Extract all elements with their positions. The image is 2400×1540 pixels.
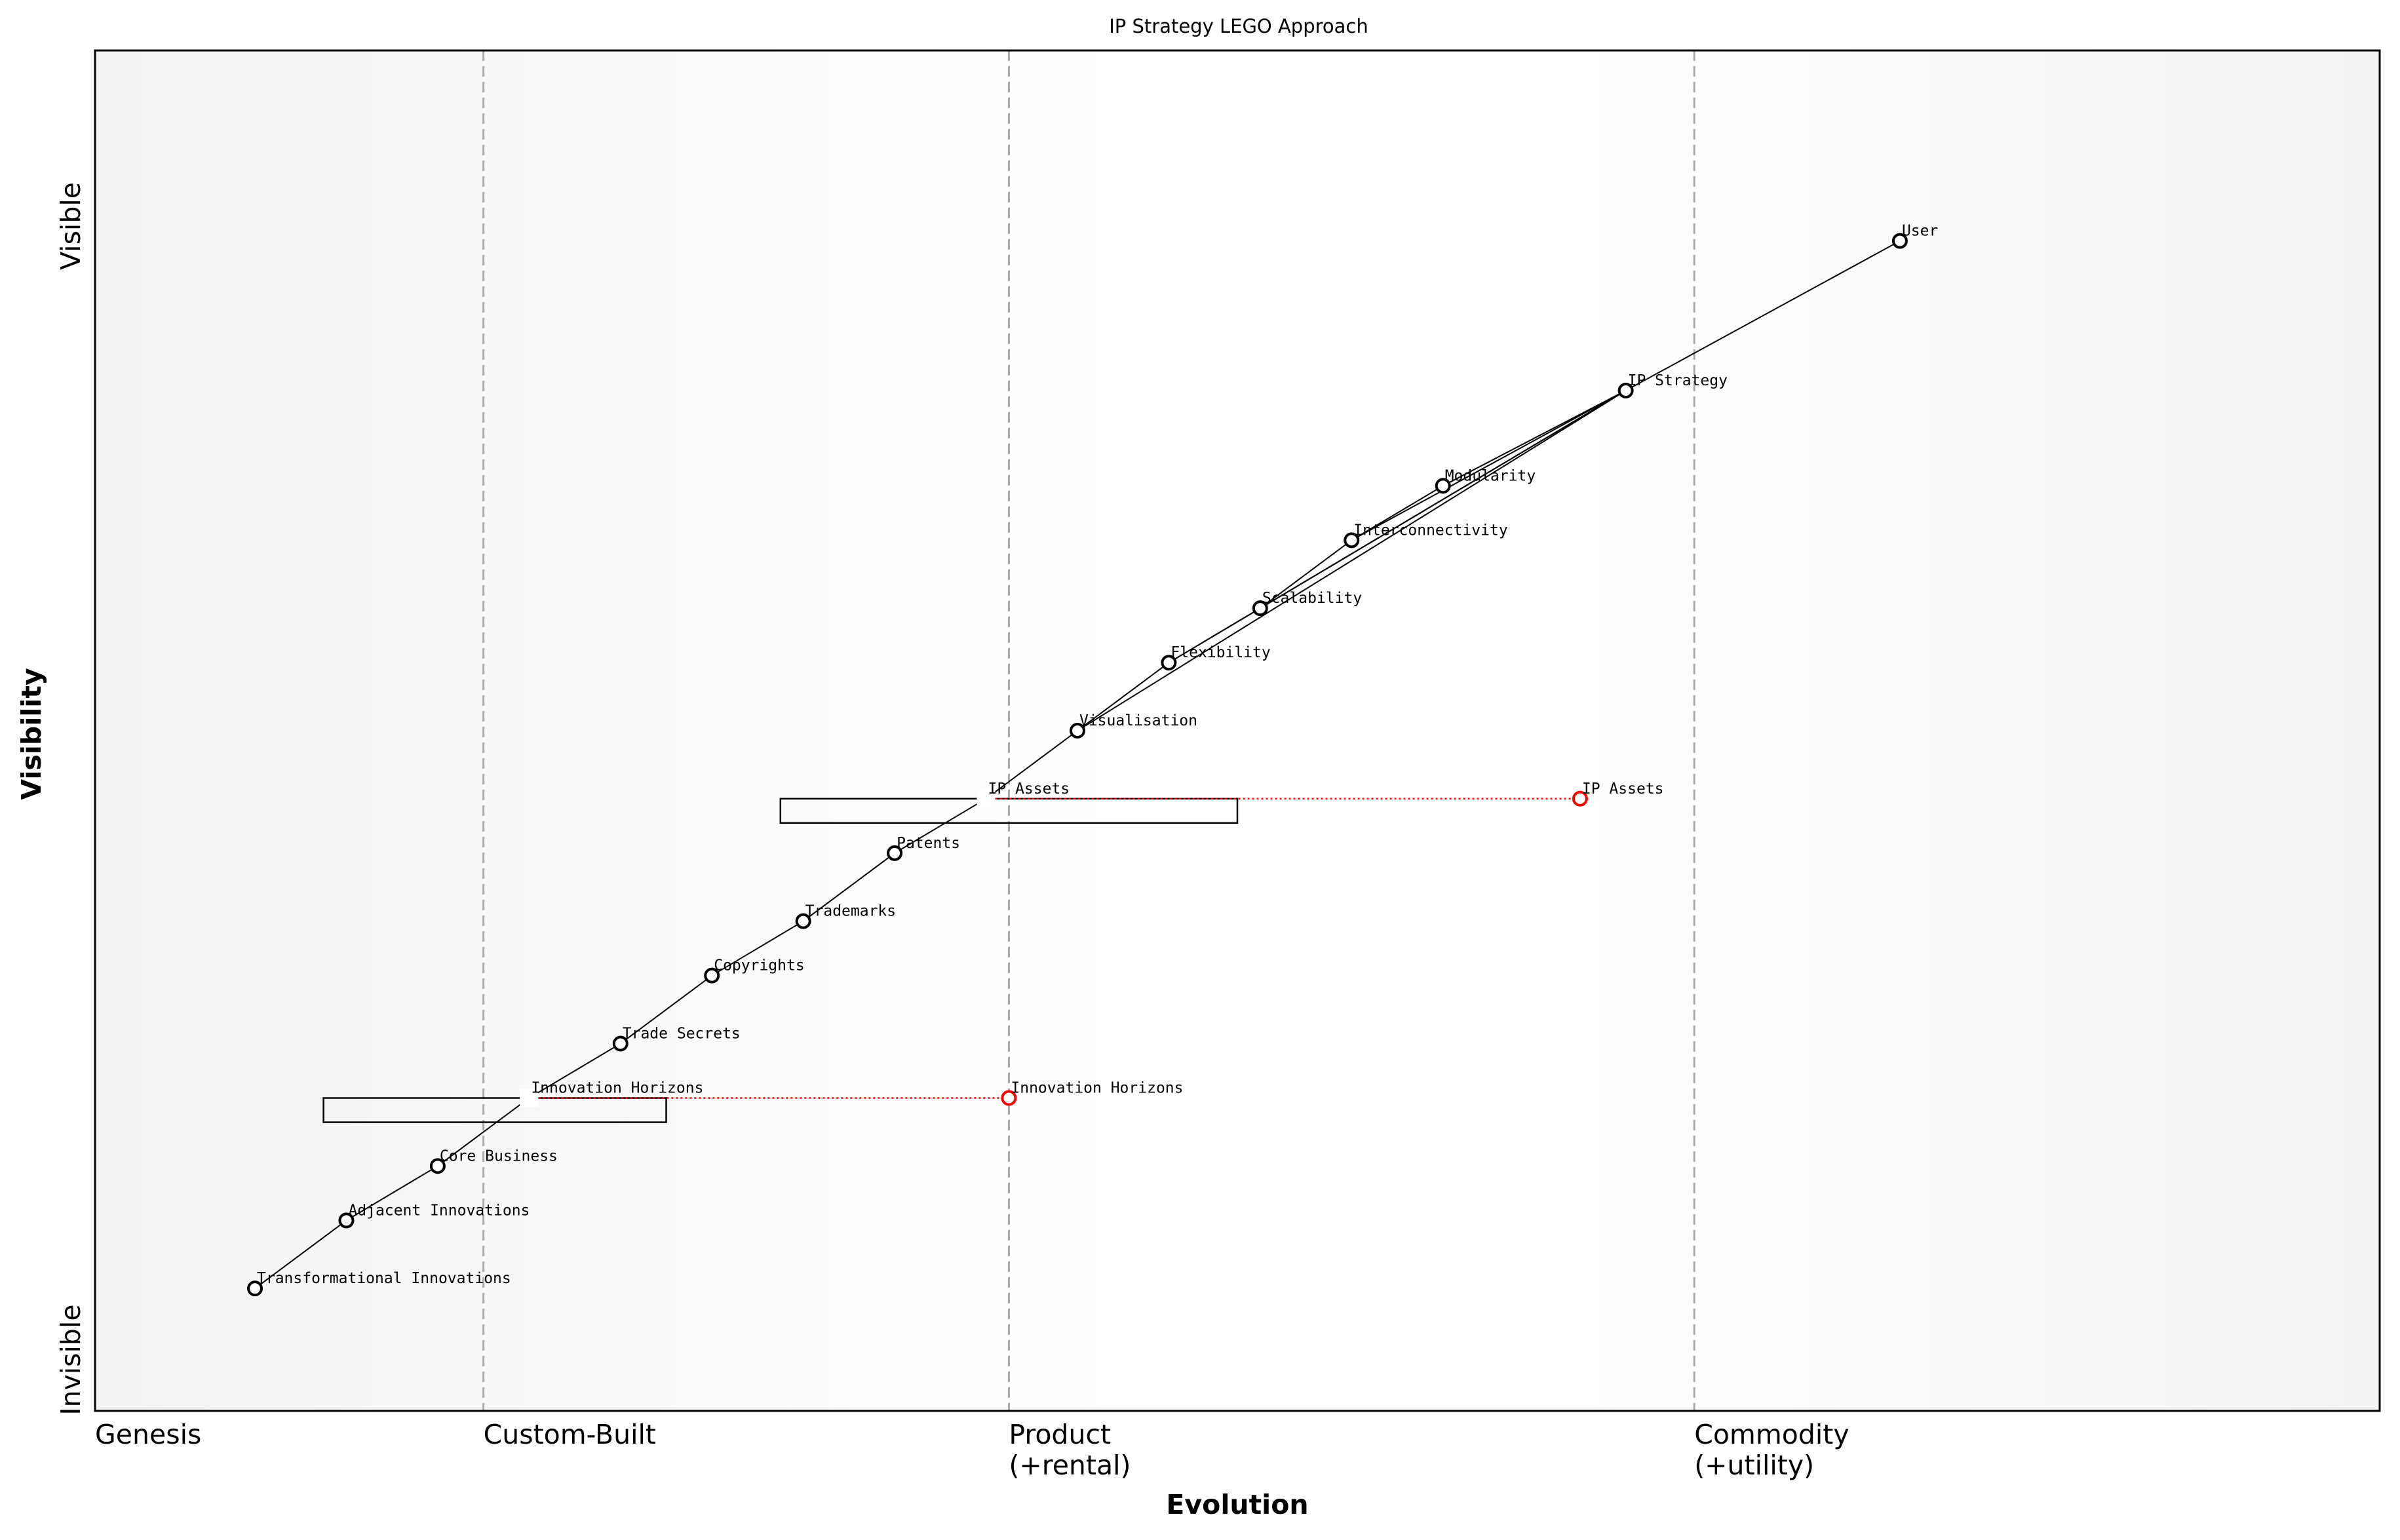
node-interconnectivity <box>1344 532 1360 549</box>
node-user <box>1891 233 1908 249</box>
link-scalability-to-flexibility <box>1168 607 1261 664</box>
node-transformational-innovations <box>247 1280 263 1297</box>
node-patents <box>887 845 903 861</box>
link-core-business-to-adjacent-innovations <box>345 1165 438 1222</box>
node-ip-strategy <box>1617 383 1634 398</box>
x-tick-commodity-utility-: Commodity (+utility) <box>1694 1419 1849 1481</box>
evolved-label-ip-assets: IP Assets <box>1582 780 1664 798</box>
label-visualisation: Visualisation <box>1079 712 1197 729</box>
node-copyrights <box>704 967 720 984</box>
x-tick-product-rental-: Product (+rental) <box>1009 1419 1131 1481</box>
label-scalability: Scalability <box>1262 590 1362 607</box>
chart-title: IP Strategy LEGO Approach <box>1109 15 1368 37</box>
label-trademarks: Trademarks <box>805 903 896 920</box>
pipeline-innovation-horizons <box>322 1097 667 1123</box>
label-ip-assets: IP Assets <box>988 780 1070 798</box>
link-ip-strategy-to-visualisation <box>1077 390 1627 731</box>
link-flexibility-to-visualisation <box>1077 662 1170 731</box>
y-tick-visible: Visible <box>55 182 87 270</box>
link-adjacent-innovations-to-transformational-innovations <box>254 1220 347 1289</box>
x-axis-title: Evolution <box>1166 1489 1308 1520</box>
label-innovation-horizons: Innovation Horizons <box>531 1080 703 1097</box>
plot-frame <box>94 49 2381 1412</box>
link-user-to-ip-strategy <box>1625 240 1901 391</box>
link-interconnectivity-to-scalability <box>1260 539 1352 609</box>
node-trade-secrets <box>612 1035 629 1052</box>
link-patents-to-trademarks <box>803 853 895 922</box>
plot-background <box>95 50 2380 1411</box>
label-adjacent-innovations: Adjacent Innovations <box>348 1202 530 1219</box>
label-trade-secrets: Trade Secrets <box>623 1025 741 1042</box>
y-axis-title: Visibility <box>16 668 47 799</box>
link-ip-strategy-to-modularity <box>1442 390 1627 487</box>
label-interconnectivity: Interconnectivity <box>1353 522 1507 539</box>
x-tick-custom-built: Custom-Built <box>484 1419 656 1450</box>
label-patents: Patents <box>897 835 960 852</box>
node-modularity <box>1435 478 1451 494</box>
pipeline-marker-ip-assets <box>977 789 996 808</box>
label-user: User <box>1902 223 1938 240</box>
link-ip-assets-to-patents <box>894 798 987 854</box>
link-visualisation-to-ip-assets <box>985 730 1078 799</box>
node-visualisation <box>1069 723 1085 739</box>
label-transformational-innovations: Transformational Innovations <box>257 1270 511 1287</box>
pipeline-marker-innovation-horizons <box>520 1088 539 1107</box>
node-core-business <box>429 1158 446 1174</box>
pipeline-ip-assets <box>779 798 1239 824</box>
node-scalability <box>1252 600 1268 617</box>
link-trade-secrets-to-innovation-horizons <box>528 1043 621 1099</box>
label-flexibility: Flexibility <box>1171 644 1270 661</box>
label-core-business: Core Business <box>440 1147 558 1165</box>
evolved-label-innovation-horizons: Innovation Horizons <box>1011 1080 1183 1097</box>
x-tick-genesis: Genesis <box>95 1419 201 1450</box>
link-trademarks-to-copyrights <box>711 920 804 976</box>
y-tick-invisible: Invisible <box>55 1304 87 1415</box>
label-modularity: Modularity <box>1445 467 1536 484</box>
node-trademarks <box>795 913 811 929</box>
link-ip-strategy-to-interconnectivity <box>1351 390 1627 541</box>
evolved-node-innovation-horizons <box>1001 1090 1017 1106</box>
link-innovation-horizons-to-core-business <box>437 1097 530 1167</box>
node-flexibility <box>1161 655 1177 671</box>
link-modularity-to-interconnectivity <box>1351 485 1444 541</box>
label-copyrights: Copyrights <box>714 957 804 974</box>
node-adjacent-innovations <box>338 1212 355 1229</box>
evolved-node-ip-assets <box>1572 790 1588 807</box>
label-ip-strategy: IP Strategy <box>1628 372 1728 389</box>
link-copyrights-to-trade-secrets <box>620 974 712 1045</box>
